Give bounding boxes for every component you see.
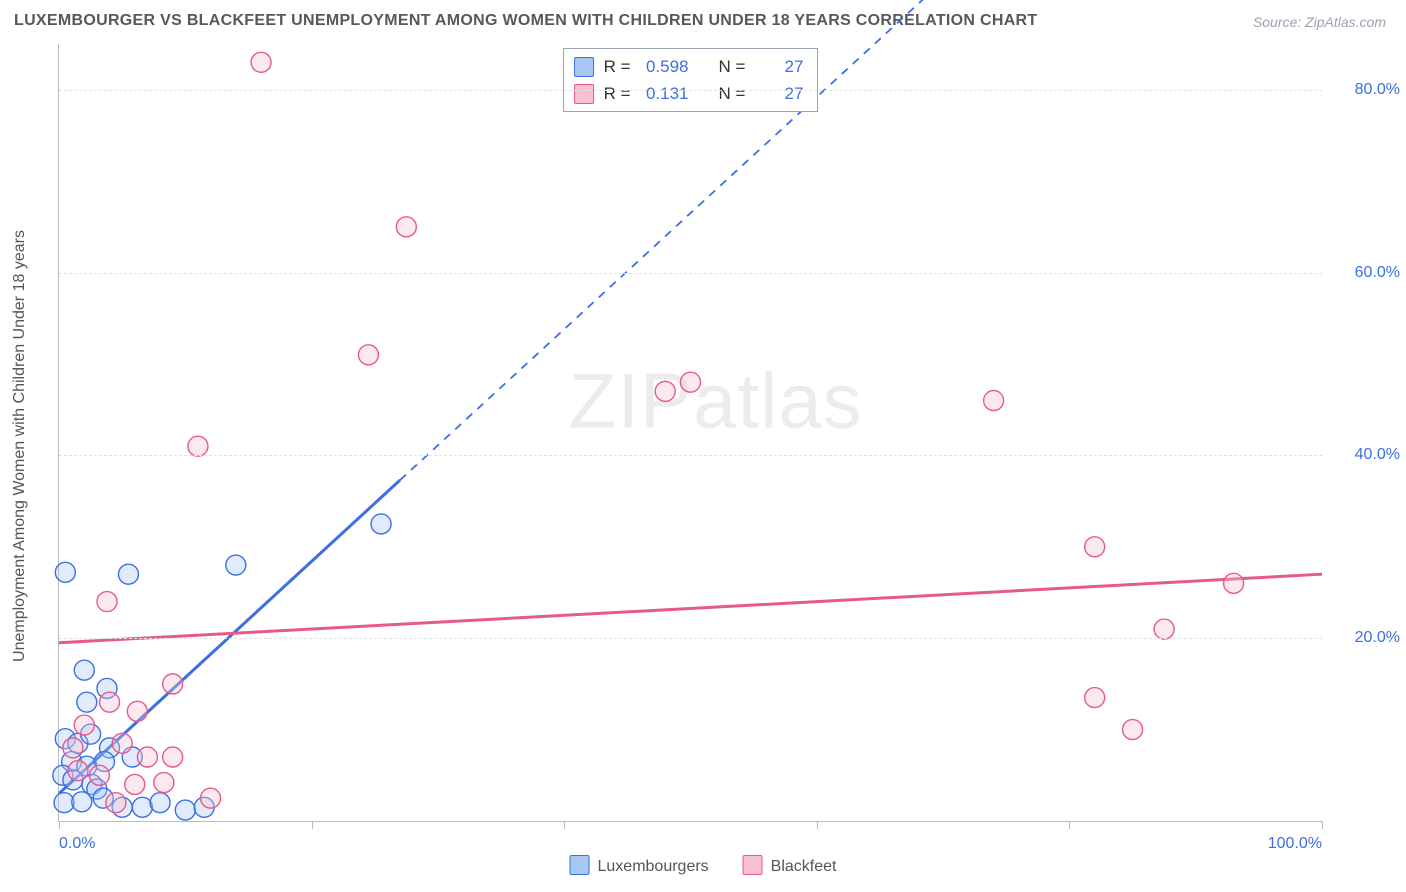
legend-label: Luxembourgers <box>598 858 709 875</box>
data-point-blackfeet <box>68 761 88 781</box>
gridline <box>59 90 1322 91</box>
data-point-blackfeet <box>127 701 147 721</box>
r-value: 0.598 <box>641 53 689 80</box>
x-tick <box>312 821 313 829</box>
data-point-blackfeet <box>74 715 94 735</box>
data-point-blackfeet <box>1224 573 1244 593</box>
y-tick-label: 20.0% <box>1355 629 1400 647</box>
plot-container: ZIPatlas R =0.598N =27R =0.131N =27 20.0… <box>58 44 1322 822</box>
data-point-blackfeet <box>251 52 271 72</box>
data-point-blackfeet <box>681 372 701 392</box>
legend-swatch <box>570 855 590 875</box>
data-point-blackfeet <box>163 747 183 767</box>
legend-item-blackfeet: Blackfeet <box>743 855 837 876</box>
data-point-luxembourgers <box>72 792 92 812</box>
data-point-luxembourgers <box>77 692 97 712</box>
data-point-luxembourgers <box>371 514 391 534</box>
data-point-blackfeet <box>1085 688 1105 708</box>
series-legend: Luxembourgers Blackfeet <box>570 855 837 876</box>
data-point-blackfeet <box>137 747 157 767</box>
n-label: N = <box>719 53 746 80</box>
x-tick-label: 0.0% <box>59 835 95 853</box>
trend-line-dashed-luxembourgers <box>400 0 1322 480</box>
stat-swatch <box>574 84 594 104</box>
stat-row-luxembourgers: R = 0.598 N = 27 <box>574 53 804 80</box>
data-point-blackfeet <box>1154 619 1174 639</box>
data-point-blackfeet <box>163 674 183 694</box>
stat-row-blackfeet: R = 0.131 N = 27 <box>574 80 804 107</box>
data-point-blackfeet <box>1123 720 1143 740</box>
x-tick <box>59 821 60 829</box>
legend-swatch <box>743 855 763 875</box>
x-tick-label: 100.0% <box>1268 835 1322 853</box>
r-value: 0.131 <box>641 80 689 107</box>
data-point-blackfeet <box>358 345 378 365</box>
x-tick <box>817 821 818 829</box>
correlation-legend: R = 0.598 N = 27 R = 0.131 N = 27 <box>563 48 819 112</box>
data-point-blackfeet <box>984 391 1004 411</box>
data-point-luxembourgers <box>175 800 195 820</box>
x-tick <box>1322 821 1323 829</box>
data-point-luxembourgers <box>118 564 138 584</box>
data-point-luxembourgers <box>226 555 246 575</box>
source-attribution: Source: ZipAtlas.com <box>1253 14 1386 30</box>
y-axis-label: Unemployment Among Women with Children U… <box>11 230 29 662</box>
data-point-luxembourgers <box>150 793 170 813</box>
n-value: 27 <box>755 80 803 107</box>
y-tick-label: 80.0% <box>1355 81 1400 99</box>
data-point-luxembourgers <box>132 797 152 817</box>
data-point-blackfeet <box>97 592 117 612</box>
n-label: N = <box>719 80 746 107</box>
n-value: 27 <box>755 53 803 80</box>
trend-line-blackfeet <box>59 574 1322 643</box>
gridline <box>59 273 1322 274</box>
chart-svg <box>59 44 1322 821</box>
data-point-blackfeet <box>154 773 174 793</box>
data-point-blackfeet <box>188 436 208 456</box>
data-point-blackfeet <box>89 765 109 785</box>
data-point-blackfeet <box>1085 537 1105 557</box>
plot-area: ZIPatlas R =0.598N =27R =0.131N =27 20.0… <box>58 44 1322 822</box>
x-tick <box>1069 821 1070 829</box>
data-point-blackfeet <box>125 774 145 794</box>
data-point-luxembourgers <box>55 562 75 582</box>
legend-label: Blackfeet <box>771 858 837 875</box>
data-point-blackfeet <box>100 692 120 712</box>
gridline <box>59 455 1322 456</box>
y-tick-label: 40.0% <box>1355 446 1400 464</box>
y-tick-label: 60.0% <box>1355 264 1400 282</box>
data-point-blackfeet <box>112 733 132 753</box>
data-point-blackfeet <box>655 381 675 401</box>
data-point-blackfeet <box>396 217 416 237</box>
x-tick <box>564 821 565 829</box>
data-point-luxembourgers <box>54 793 74 813</box>
r-label: R = <box>604 80 631 107</box>
data-point-luxembourgers <box>74 660 94 680</box>
data-point-blackfeet <box>63 738 83 758</box>
data-point-blackfeet <box>106 793 126 813</box>
gridline <box>59 638 1322 639</box>
data-point-blackfeet <box>201 788 221 808</box>
legend-item-luxembourgers: Luxembourgers <box>570 855 709 876</box>
r-label: R = <box>604 53 631 80</box>
stat-swatch <box>574 57 594 77</box>
chart-title: LUXEMBOURGER VS BLACKFEET UNEMPLOYMENT A… <box>14 12 1037 30</box>
